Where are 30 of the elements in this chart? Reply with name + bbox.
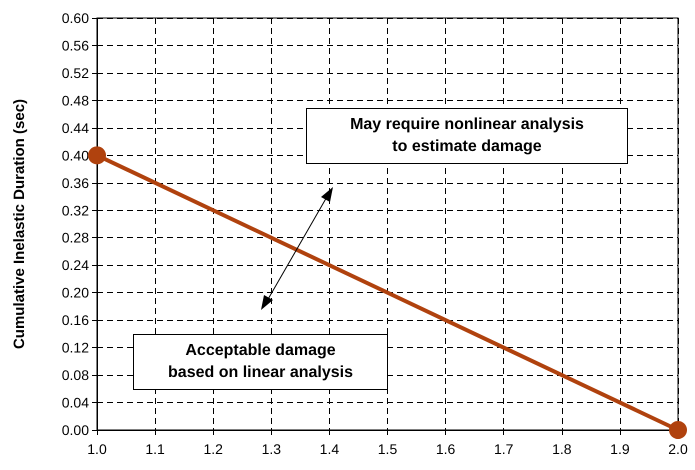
y-axis-title: Cumulative Inelastic Duration (sec) — [11, 98, 28, 350]
y-tick-label: 0.28 — [62, 230, 90, 246]
y-tick-label: 0.36 — [62, 174, 90, 191]
x-tick-label: 1.2 — [203, 441, 224, 457]
y-tick-label: 0.04 — [62, 394, 90, 411]
y-tick-label: 0.20 — [62, 284, 90, 301]
text-box: Acceptable damage based on linear analysis — [133, 334, 388, 390]
x-tick-label: 1.7 — [494, 441, 514, 457]
x-tick-label: 1.0 — [87, 441, 107, 457]
y-tick-label: 0.16 — [62, 312, 90, 328]
x-tick-label: 1.6 — [436, 441, 456, 457]
x-tick-label: 2.0 — [668, 441, 688, 457]
x-tick-label: 1.9 — [610, 441, 630, 457]
y-tick-label: 0.48 — [62, 92, 90, 108]
y-tick-label: 0.52 — [62, 64, 90, 81]
x-tick-label: 1.1 — [145, 441, 166, 457]
y-tick-label: 0.40 — [62, 147, 90, 164]
text-box: May require nonlinear analysis to estimate damage — [306, 108, 628, 164]
y-tick-label: 0.32 — [62, 202, 90, 218]
x-tick-label: 1.3 — [262, 441, 282, 457]
y-tick-label: 0.60 — [62, 10, 90, 26]
x-tick-label: 1.5 — [378, 441, 398, 457]
y-tick-label: 0.56 — [62, 37, 90, 54]
x-tick-label: 1.8 — [552, 441, 572, 457]
y-tick-label: 0.00 — [62, 422, 90, 438]
y-tick-label: 0.12 — [62, 340, 90, 356]
y-tick-label: 0.44 — [62, 120, 90, 136]
x-tick-label: 1.4 — [320, 441, 340, 457]
y-tick-label: 0.08 — [62, 367, 90, 384]
y-tick-label: 0.24 — [62, 257, 90, 274]
